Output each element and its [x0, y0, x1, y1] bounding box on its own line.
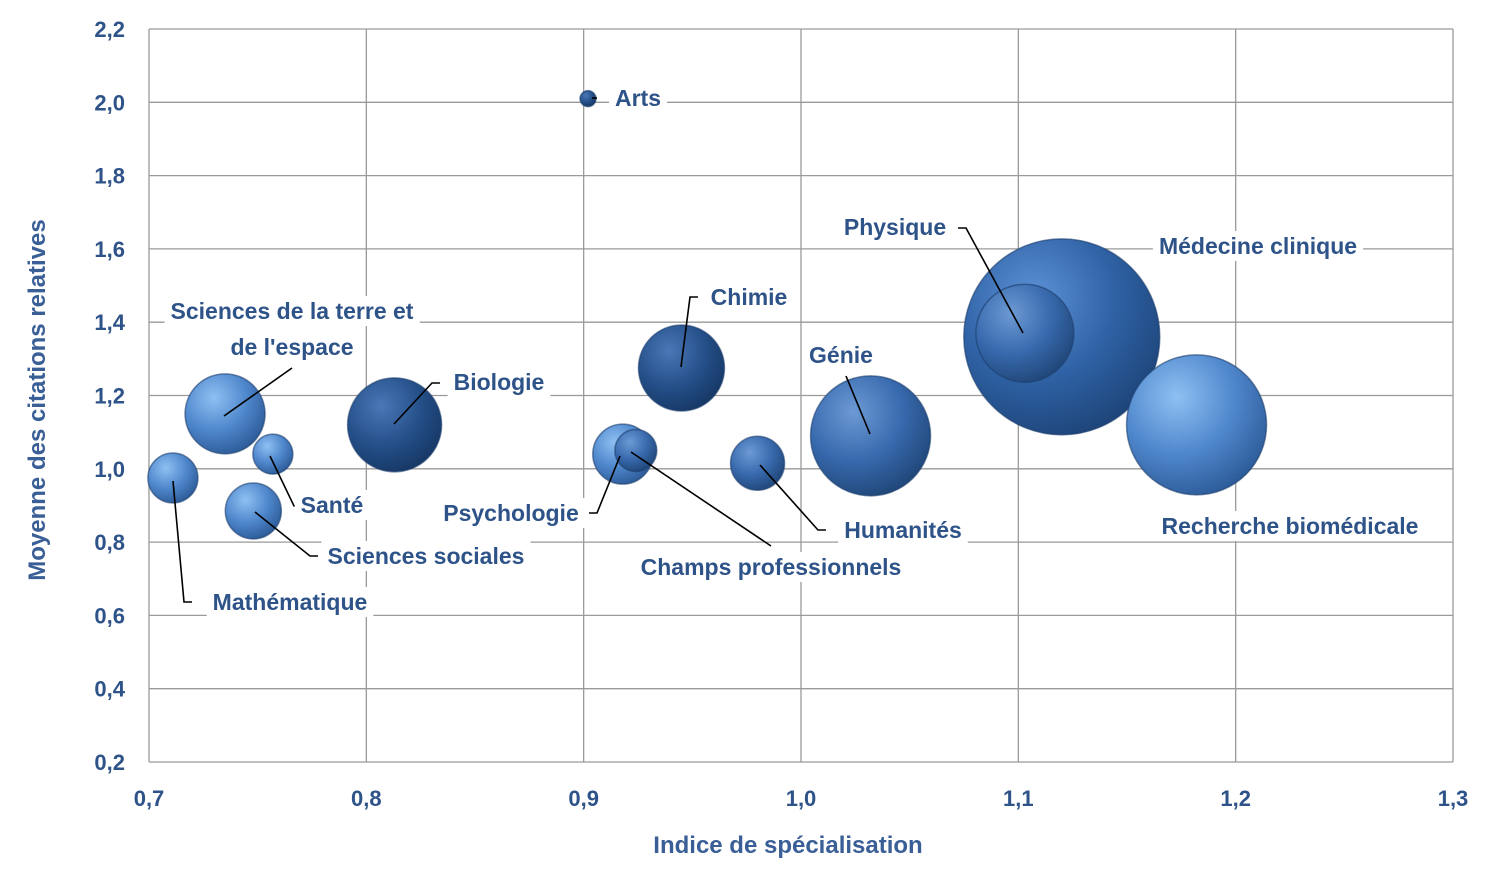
data-label-mathematique: Mathématique: [213, 589, 368, 615]
data-label-medecine-clinique: Médecine clinique: [1159, 233, 1357, 259]
y-tick-label: 1,0: [94, 457, 125, 482]
leader-line-mathematique: [172, 480, 192, 603]
y-tick-label: 2,0: [94, 90, 125, 115]
x-axis-title: Indice de spécialisation: [653, 832, 922, 859]
bubble-genie: [809, 375, 932, 497]
y-tick-label: 0,4: [94, 677, 125, 702]
bubble-sciences-sociales: [224, 482, 283, 540]
y-tick-label: 1,8: [94, 164, 125, 189]
data-label-sciences-terre-espace: de l'espace: [230, 334, 353, 360]
data-label-background: [294, 490, 370, 520]
leader-line-biologie: [393, 382, 440, 425]
leader-line-physique: [958, 227, 1024, 334]
x-tick-label: 0,7: [134, 786, 165, 811]
data-label-background: [164, 296, 420, 326]
data-label-psychologie: Psychologie: [443, 500, 578, 526]
x-tick-label: 1,0: [786, 786, 817, 811]
x-tick-label: 1,1: [1003, 786, 1034, 811]
bubbles: [147, 89, 1268, 540]
data-label-sciences-sociales: Sciences sociales: [328, 543, 525, 569]
bubble-sciences-terre-espace: [184, 373, 266, 455]
data-label-physique: Physique: [844, 214, 946, 240]
data-label-recherche-biomedicale: Recherche biomédicale: [1162, 513, 1419, 539]
bubble-physique: [975, 283, 1075, 383]
leader-line-psychologie: [589, 455, 621, 514]
y-tick-label: 2,2: [94, 17, 125, 42]
data-label-background: [224, 332, 360, 362]
data-label-chimie: Chimie: [711, 284, 788, 310]
leader-line-chimie: [680, 296, 698, 368]
y-tick-label: 1,6: [94, 237, 125, 262]
data-label-arts: Arts: [615, 85, 661, 111]
data-label-sante: Santé: [301, 492, 364, 518]
data-label-background: [838, 515, 968, 545]
leader-line-champs-professionnels: [630, 451, 772, 547]
y-tick-label: 1,2: [94, 384, 125, 409]
data-label-background: [321, 541, 531, 571]
x-tick-label: 0,9: [568, 786, 599, 811]
data-labels: Médecine clinique Recherche biomédicale Gé…: [164, 83, 1425, 617]
bubble-champs-professionnels: [614, 428, 658, 473]
data-label-background: [634, 552, 908, 582]
x-tick-label: 1,2: [1220, 786, 1251, 811]
x-tick-label: 1,3: [1438, 786, 1469, 811]
data-label-background: [206, 587, 374, 617]
data-label-champs-professionnels: Champs professionnels: [641, 554, 902, 580]
data-label-background: [837, 212, 953, 242]
data-label-background: [803, 340, 879, 370]
y-tick-label: 0,8: [94, 530, 125, 555]
axis-ticks: 0,7 0,8 0,9 1,0 1,1 1,2 1,3 0,2 0,4 0,6 0,8 1,0 1,2 1…: [94, 17, 1468, 811]
bubble-sante: [252, 433, 294, 475]
data-label-background: [447, 367, 551, 397]
bubble-recherche-biomedicale: [1125, 354, 1268, 496]
data-label-background: [1155, 511, 1425, 541]
data-label-background: [437, 498, 585, 528]
data-label-sciences-terre-espace: Sciences de la terre et: [171, 298, 414, 324]
data-label-biologie: Biologie: [454, 369, 545, 395]
y-tick-label: 0,6: [94, 603, 125, 628]
leader-line-genie: [845, 375, 871, 435]
data-label-background: [704, 282, 794, 312]
x-tick-label: 0,8: [351, 786, 382, 811]
data-label-genie: Génie: [809, 342, 873, 368]
y-tick-label: 0,2: [94, 750, 125, 775]
bubble-chimie: [637, 324, 726, 412]
bubble-humanites: [729, 435, 786, 492]
y-axis-title: Moyenne des citations relatives: [24, 219, 51, 580]
bubble-mathematique: [147, 452, 199, 504]
y-tick-label: 1,4: [94, 310, 125, 335]
leader-line-humanites: [759, 464, 826, 531]
bubble-biologie: [346, 377, 443, 473]
data-label-humanites: Humanités: [844, 517, 962, 543]
data-label-background: [1152, 231, 1364, 261]
data-label-background: [608, 83, 668, 113]
leader-line-sciences-terre-espace: [223, 367, 293, 417]
leader-line-sciences-sociales: [254, 511, 318, 557]
